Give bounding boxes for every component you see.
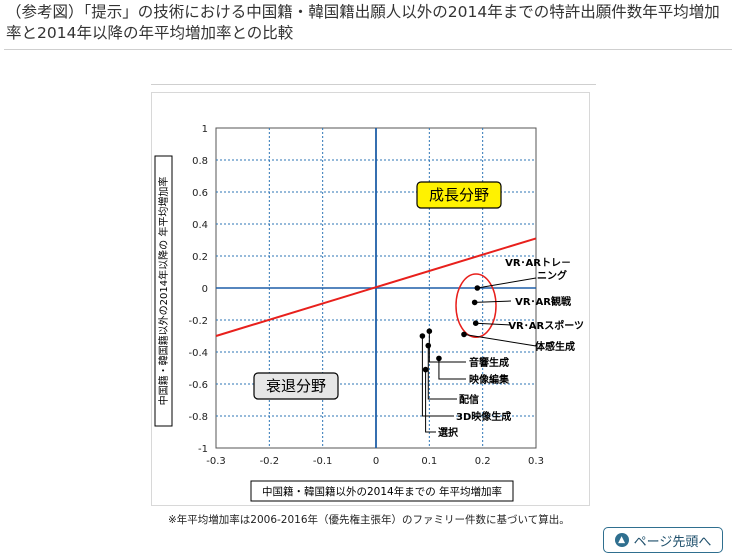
y-tick-label: -0.8: [188, 412, 208, 423]
growth-label: 成長分野: [429, 186, 489, 204]
leader-line: [428, 331, 466, 363]
y-tick-label: -1: [198, 444, 208, 455]
data-point: [425, 342, 432, 349]
data-point: [474, 285, 481, 291]
page-top-label: ページ先頭へ: [633, 534, 712, 550]
y-tick-label: 0.4: [192, 220, 208, 231]
leader-line: [425, 369, 436, 433]
x-tick-label: -0.2: [260, 456, 280, 467]
scatter-chart: -0.3 -0.2 -0.1 0 0.1 0.2 0.3 1 0.8 0.6 0.4 0.2 0 -0.2…: [154, 124, 584, 502]
point-label: 配信: [459, 393, 479, 406]
data-point: [426, 328, 433, 334]
leader-line: [421, 336, 454, 417]
x-axis-label-box: [250, 480, 514, 502]
point-label: 3D映像生成: [456, 410, 511, 423]
x-tick-label: 0.3: [528, 456, 544, 467]
y-tick-label: 0.6: [192, 188, 208, 199]
y-axis-label: 中国籍・韓国籍以外の2014年以降の 年平均増加率: [157, 177, 170, 406]
point-label: 音響生成: [469, 356, 509, 369]
leader-line: [475, 322, 512, 326]
data-point: [471, 299, 478, 306]
title-divider: [4, 49, 732, 50]
data-point: [461, 331, 467, 338]
growth-label-box: [416, 181, 502, 209]
x-tick-label: 0.2: [475, 456, 491, 467]
y-tick-label: -0.6: [188, 380, 208, 391]
y-tick-label: 0.8: [192, 156, 208, 167]
footnote: ※年平均増加率は2006-2016年（優先権主張年）のファミリー件数に基づいて算…: [168, 514, 570, 526]
data-point: [422, 366, 429, 373]
highlight-ellipse: [455, 273, 497, 338]
x-tick-label: 0.1: [421, 456, 437, 467]
data-point: [472, 320, 479, 326]
data-point: [436, 355, 442, 362]
y-tick-label: 0.2: [192, 252, 208, 263]
decline-label: 衰退分野: [266, 377, 326, 395]
point-label: VR･ARトレ－ニング: [505, 257, 571, 282]
y-tick-label: 1: [202, 124, 208, 135]
leader-line: [427, 345, 457, 400]
x-axis-label: 中国籍・韓国籍以外の2014年までの 年平均増加率: [262, 485, 502, 498]
x-tick-label: -0.3: [206, 456, 226, 467]
leader-line: [438, 358, 466, 380]
leader-line: [463, 333, 537, 347]
leader-line: [477, 277, 537, 289]
decline-label-box: [253, 372, 339, 400]
page-title: （参考図）「提示」の技術における中国籍・韓国籍出願人以外の2014年までの特許出…: [6, 3, 720, 42]
data-point: [419, 333, 426, 339]
arrow-up-icon: ▲: [614, 533, 629, 547]
point-label: 体感生成: [535, 340, 575, 353]
point-label: 映像編集: [469, 373, 510, 386]
y-axis-label-box: [154, 155, 173, 427]
x-tick-label: 0: [373, 456, 379, 467]
reference-line: [215, 237, 537, 337]
y-tick-label: 0: [202, 284, 208, 295]
point-label: 選択: [438, 426, 459, 439]
y-tick-label: -0.4: [188, 348, 208, 359]
y-tick-label: -0.2: [188, 316, 208, 327]
point-label: VR･AR観戦: [515, 295, 572, 308]
point-label: VR･ARスポーツ: [508, 319, 584, 332]
x-tick-label: -0.1: [313, 456, 333, 467]
leader-line: [474, 300, 512, 303]
figure-divider: [151, 84, 596, 85]
page-top-button[interactable]: ▲ ページ先頭へ: [603, 527, 723, 553]
